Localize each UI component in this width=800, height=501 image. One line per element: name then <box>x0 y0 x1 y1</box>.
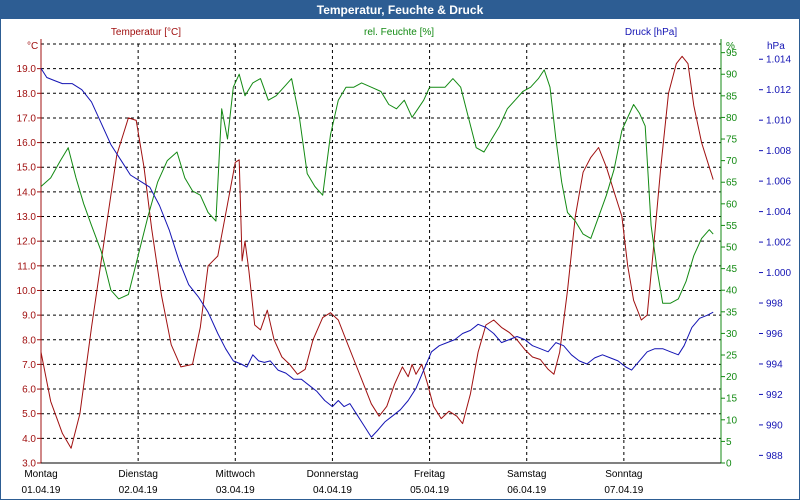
temperature-tick-label: 19.0 <box>17 64 37 75</box>
x-tick-day-label: Samstag <box>507 469 546 480</box>
temperature-tick-label: 12.0 <box>17 237 37 248</box>
pressure-tick-label: 1.010 <box>766 116 791 127</box>
humidity-tick-label: 70 <box>726 156 738 167</box>
humidity-tick-label: 25 <box>726 351 738 362</box>
pressure-tick-label: 990 <box>766 420 783 431</box>
series-line-left <box>40 55 714 449</box>
temperature-tick-label: 17.0 <box>17 113 37 124</box>
humidity-tick-label: 75 <box>726 135 738 146</box>
pressure-tick-label: 992 <box>766 390 783 401</box>
temperature-tick-label: 11.0 <box>17 261 36 272</box>
humidity-tick-label: 50 <box>726 243 738 254</box>
temperature-tick-label: 10.0 <box>17 286 37 297</box>
pressure-tick-label: 1.000 <box>766 268 791 279</box>
temperature-tick-label: 3.0 <box>22 459 36 470</box>
humidity-tick-label: 85 <box>726 91 738 102</box>
x-tick-date-label: 07.04.19 <box>604 485 643 496</box>
humidity-tick-label: 15 <box>726 394 738 405</box>
chart-title: Temperatur, Feuchte & Druck <box>1 1 799 19</box>
pressure-tick-label: 1.012 <box>766 85 791 96</box>
axes: 3.0 4.0 5.0 6.0 7.0 8.0 9.0 10.0 11.0 12.0 13.0 14.… <box>17 39 791 496</box>
pressure-tick-label: 1.006 <box>766 177 791 188</box>
x-tick-day-label: Sonntag <box>605 469 642 480</box>
temperature-tick-label: 15.0 <box>17 163 37 174</box>
temperature-tick-label: 18.0 <box>17 89 37 100</box>
x-tick-date-label: 03.04.19 <box>216 485 255 496</box>
humidity-tick-label: 45 <box>726 264 738 275</box>
pressure-tick-label: 1.002 <box>766 238 791 249</box>
humidity-tick-label: 65 <box>726 178 738 189</box>
x-tick-date-label: 02.04.19 <box>119 485 158 496</box>
humidity-tick-label: 95 <box>726 48 738 59</box>
axis-labels: Temperatur [°C] rel. Feuchte [%] Druck [hP… <box>111 27 677 38</box>
series-lines <box>40 55 714 449</box>
x-tick-date-label: 04.04.19 <box>313 485 352 496</box>
temperature-axis-title: Temperatur [°C] <box>111 27 181 38</box>
x-tick-day-label: Donnerstag <box>307 469 359 480</box>
pressure-tick-label: 988 <box>766 451 783 462</box>
temperature-tick-label: 7.0 <box>22 360 36 371</box>
series-line-right2 <box>40 68 714 438</box>
temperature-tick-label: 16.0 <box>17 138 37 149</box>
pressure-tick-label: 1.014 <box>766 55 791 66</box>
humidity-tick-label: 35 <box>726 307 738 318</box>
x-tick-date-label: 01.04.19 <box>22 485 61 496</box>
temperature-tick-label: 8.0 <box>22 335 36 346</box>
x-tick-day-label: Dienstag <box>118 469 157 480</box>
humidity-tick-label: 10 <box>726 415 738 426</box>
x-tick-date-label: 05.04.19 <box>410 485 449 496</box>
humidity-tick-label: 90 <box>726 70 738 81</box>
pressure-unit-label: hPa <box>767 41 785 52</box>
pressure-tick-label: 996 <box>766 329 783 340</box>
humidity-unit-label: % <box>726 41 735 52</box>
temperature-tick-label: 14.0 <box>17 187 37 198</box>
humidity-tick-label: 40 <box>726 286 738 297</box>
humidity-axis-title: rel. Feuchte [%] <box>364 27 434 38</box>
humidity-tick-label: 0 <box>726 459 732 470</box>
pressure-tick-label: 1.004 <box>766 207 791 218</box>
humidity-tick-label: 60 <box>726 199 738 210</box>
x-tick-day-label: Freitag <box>414 469 445 480</box>
temperature-tick-label: 4.0 <box>22 434 36 445</box>
temperature-tick-label: 5.0 <box>22 409 36 420</box>
x-tick-date-label: 06.04.19 <box>507 485 546 496</box>
temperature-tick-label: 13.0 <box>17 212 37 223</box>
temperature-tick-label: 6.0 <box>22 385 36 396</box>
temperature-unit-label: °C <box>27 41 38 52</box>
humidity-tick-label: 20 <box>726 372 738 383</box>
humidity-tick-label: 5 <box>726 437 732 448</box>
humidity-tick-label: 55 <box>726 221 738 232</box>
pressure-axis-title: Druck [hPa] <box>625 27 677 38</box>
series-line-right1 <box>40 69 714 304</box>
pressure-tick-label: 998 <box>766 299 783 310</box>
x-tick-day-label: Montag <box>24 469 57 480</box>
x-tick-day-label: Mittwoch <box>216 469 255 480</box>
temperature-tick-label: 9.0 <box>22 311 36 322</box>
humidity-tick-label: 80 <box>726 113 738 124</box>
pressure-tick-label: 1.008 <box>766 146 791 157</box>
pressure-tick-label: 994 <box>766 359 783 370</box>
humidity-tick-label: 30 <box>726 329 738 340</box>
grid <box>40 43 722 464</box>
